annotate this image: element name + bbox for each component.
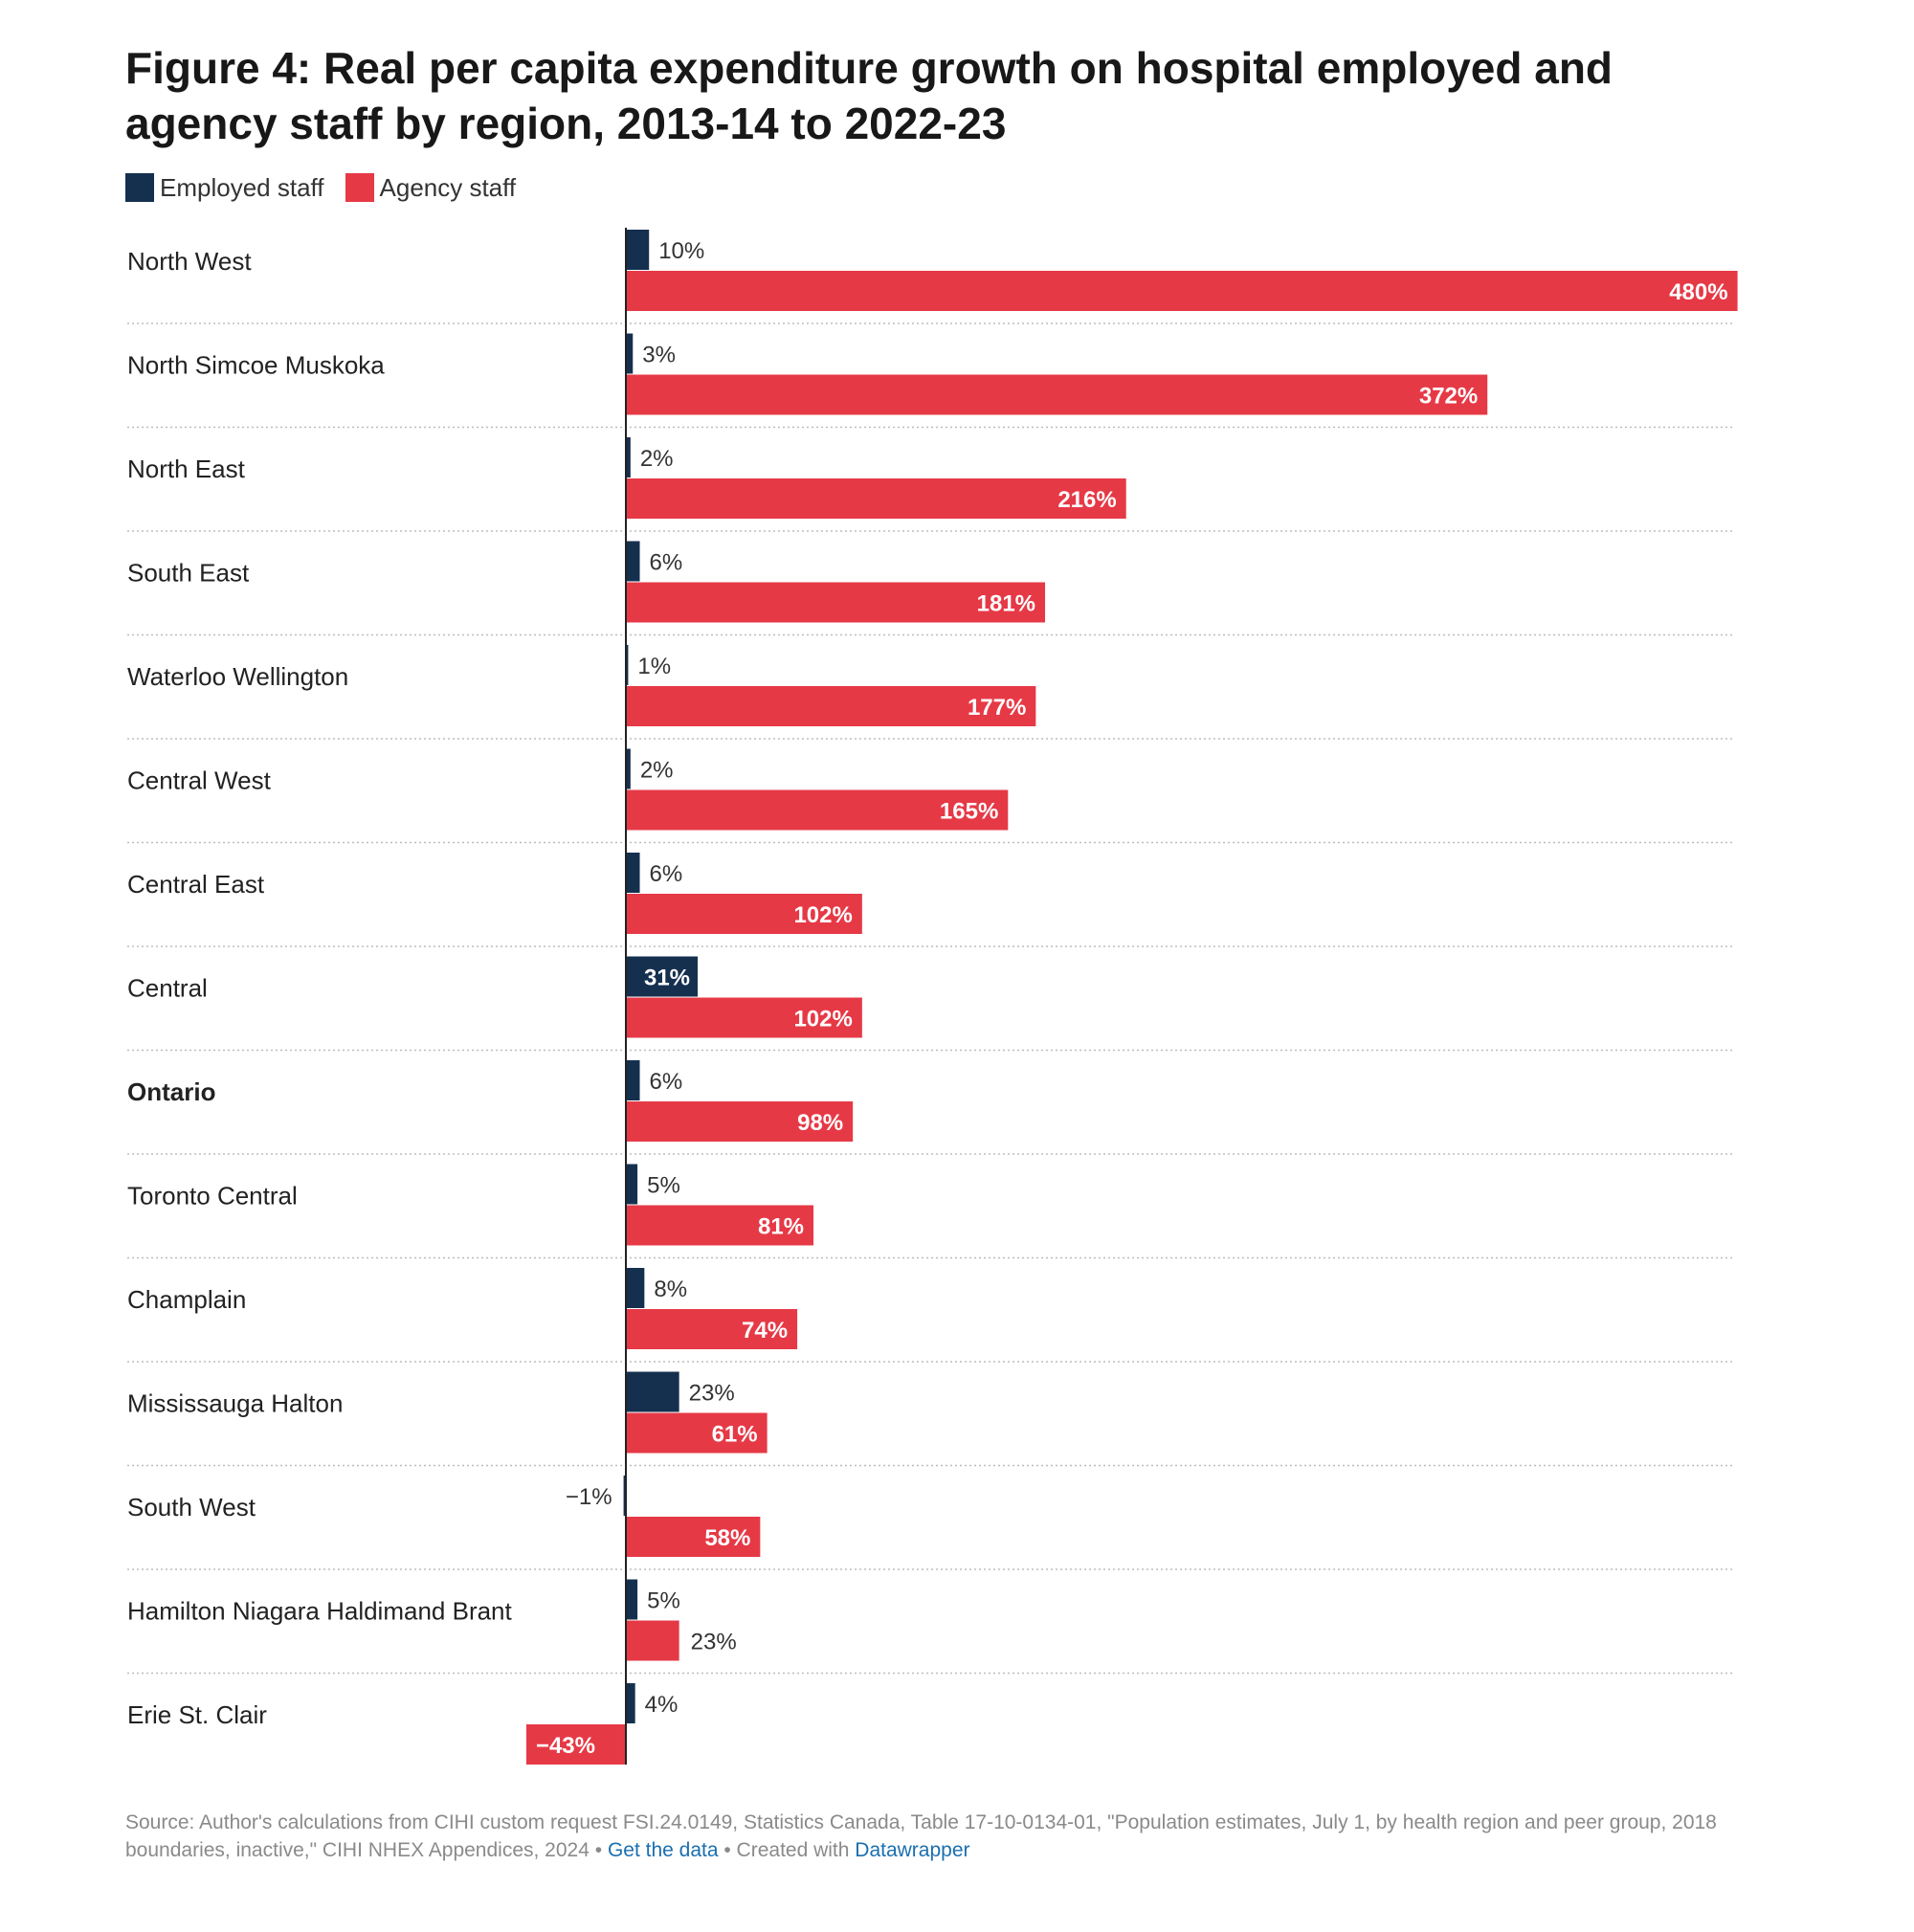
agency-value-label-waterloo-wellington: 177%	[968, 695, 1026, 721]
employed-value-label-hamilton-niagara-haldimand-brant: 5%	[647, 1588, 680, 1614]
agency-bar-ontario	[626, 1101, 854, 1142]
category-label-ontario: Ontario	[127, 1077, 215, 1106]
agency-bar-hamilton-niagara-haldimand-brant	[626, 1620, 679, 1661]
get-the-data-link[interactable]: Get the data	[607, 1839, 719, 1861]
category-label-mississauga-halton: Mississauga Halton	[127, 1389, 343, 1418]
employed-value-label-north-east: 2%	[640, 446, 674, 472]
agency-bar-south-west	[626, 1517, 761, 1557]
legend-item-agency: Agency staff	[345, 172, 517, 203]
agency-bar-north-east	[626, 478, 1126, 519]
chart-footer: Source: Author's calculations from CIHI …	[125, 1809, 1752, 1864]
employed-bar-north-simcoe-muskoka	[626, 333, 634, 374]
agency-bar-mississauga-halton	[626, 1412, 768, 1454]
agency-value-label-central: 102%	[793, 1007, 852, 1033]
agency-value-label-north-simcoe-muskoka: 372%	[1419, 384, 1478, 410]
category-label-north-east: North East	[127, 455, 246, 483]
agency-value-label-north-west: 480%	[1669, 279, 1727, 305]
employed-value-label-mississauga-halton: 23%	[689, 1381, 735, 1407]
footer-created-with: • Created with	[718, 1839, 856, 1861]
agency-bar-north-simcoe-muskoka	[626, 374, 1488, 415]
agency-value-label-south-east: 181%	[977, 591, 1035, 617]
category-label-hamilton-niagara-haldimand-brant: Hamilton Niagara Haldimand Brant	[127, 1597, 513, 1626]
legend-item-employed: Employed staff	[125, 173, 324, 203]
employed-value-label-toronto-central: 5%	[647, 1173, 680, 1199]
agency-value-label-toronto-central: 81%	[758, 1214, 804, 1240]
employed-bar-mississauga-halton	[626, 1371, 679, 1412]
legend-label-employed: Employed staff	[160, 172, 324, 202]
employed-bar-ontario	[626, 1060, 640, 1100]
chart-title: Figure 4: Real per capita expenditure gr…	[125, 43, 1614, 148]
employed-bar-north-east	[626, 437, 631, 477]
datawrapper-link[interactable]: Datawrapper	[855, 1839, 970, 1861]
employed-bar-hamilton-niagara-haldimand-brant	[626, 1579, 638, 1620]
employed-value-label-south-west: −1%	[566, 1484, 612, 1510]
employed-value-label-champlain: 8%	[654, 1277, 687, 1302]
employed-bar-south-east	[626, 541, 640, 582]
agency-bar-north-west	[626, 271, 1738, 311]
category-label-south-west: South West	[127, 1493, 256, 1521]
employed-value-label-south-east: 6%	[650, 550, 683, 576]
category-label-south-east: South East	[127, 559, 250, 588]
agency-bar-toronto-central	[626, 1205, 814, 1246]
category-label-north-west: North West	[127, 247, 252, 276]
employed-value-label-erie-st-clair: 4%	[645, 1692, 679, 1718]
agency-bar-central-west	[626, 789, 1009, 831]
footer-separator: •	[589, 1839, 608, 1861]
category-label-central: Central	[127, 974, 208, 1003]
category-label-toronto-central: Toronto Central	[127, 1182, 298, 1210]
legend-label-agency: Agency staff	[379, 172, 517, 202]
agency-bar-central-east	[626, 894, 862, 934]
employed-value-label-ontario: 6%	[650, 1069, 683, 1095]
agency-value-label-north-east: 216%	[1057, 487, 1116, 513]
category-label-central-east: Central East	[127, 870, 265, 899]
agency-value-label-hamilton-niagara-haldimand-brant: 23%	[691, 1630, 737, 1655]
legend-swatch-employed	[125, 173, 154, 202]
agency-value-label-champlain: 74%	[742, 1318, 788, 1344]
source-note: Source: Author's calculations from CIHI …	[125, 1811, 1717, 1861]
agency-bar-waterloo-wellington	[626, 686, 1036, 726]
employed-value-label-central: 31%	[644, 966, 690, 991]
employed-value-label-waterloo-wellington: 1%	[637, 654, 671, 679]
category-label-north-simcoe-muskoka: North Simcoe Muskoka	[127, 351, 385, 380]
agency-bar-erie-st-clair	[525, 1724, 626, 1765]
category-label-waterloo-wellington: Waterloo Wellington	[127, 662, 348, 691]
employed-value-label-central-west: 2%	[640, 758, 674, 784]
legend-swatch-agency	[345, 173, 374, 202]
chart-legend: Employed staff Agency staff	[125, 172, 537, 203]
employed-value-label-central-east: 6%	[650, 861, 683, 887]
employed-bar-central	[626, 956, 699, 997]
employed-value-label-north-west: 10%	[658, 238, 704, 264]
agency-bar-central	[626, 997, 862, 1038]
employed-bar-south-west	[623, 1476, 626, 1516]
category-label-erie-st-clair: Erie St. Clair	[127, 1700, 267, 1729]
employed-bar-erie-st-clair	[626, 1683, 635, 1723]
employed-bar-champlain	[626, 1268, 645, 1308]
agency-bar-champlain	[626, 1309, 798, 1349]
employed-value-label-north-simcoe-muskoka: 3%	[642, 343, 676, 368]
employed-bar-toronto-central	[626, 1164, 638, 1205]
category-label-champlain: Champlain	[127, 1285, 246, 1314]
category-label-central-west: Central West	[127, 766, 272, 795]
agency-value-label-south-west: 58%	[704, 1525, 750, 1551]
agency-value-label-mississauga-halton: 61%	[712, 1422, 758, 1448]
employed-bar-waterloo-wellington	[626, 645, 629, 685]
agency-value-label-ontario: 98%	[797, 1110, 843, 1136]
agency-value-label-erie-st-clair: −43%	[536, 1733, 595, 1759]
employed-bar-central-west	[626, 748, 631, 789]
employed-bar-north-west	[626, 230, 650, 270]
agency-value-label-central-east: 102%	[793, 902, 852, 928]
agency-value-label-central-west: 165%	[940, 799, 998, 825]
agency-bar-south-east	[626, 582, 1046, 623]
employed-bar-central-east	[626, 853, 640, 893]
bar-chart: North West 10% 480% North Simcoe Muskoka 3% 3…	[127, 228, 1738, 1765]
